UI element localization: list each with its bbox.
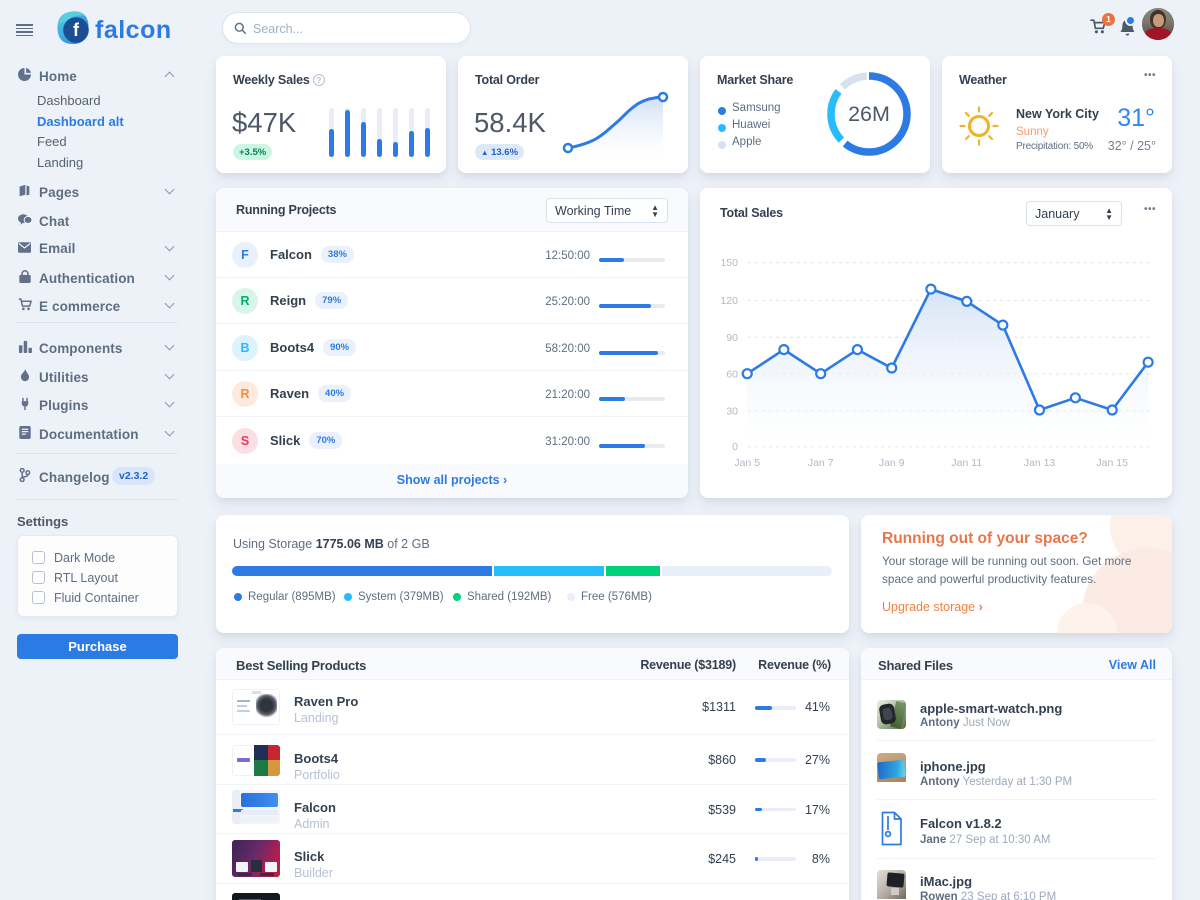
svg-text:f: f <box>73 20 80 40</box>
svg-text:Jan 9: Jan 9 <box>879 457 905 469</box>
svg-text:Jan 5: Jan 5 <box>734 457 760 469</box>
svg-text:Jan 15: Jan 15 <box>1096 457 1128 469</box>
svg-text:90: 90 <box>726 332 738 344</box>
svg-text:120: 120 <box>720 295 738 307</box>
svg-text:150: 150 <box>720 257 738 269</box>
svg-text:60: 60 <box>726 369 738 381</box>
svg-text:30: 30 <box>726 405 738 417</box>
svg-text:Jan 13: Jan 13 <box>1024 457 1056 469</box>
svg-text:26M: 26M <box>848 102 890 126</box>
svg-text:Jan 7: Jan 7 <box>808 457 834 469</box>
svg-text:0: 0 <box>732 441 738 453</box>
svg-text:Jan 11: Jan 11 <box>951 457 982 469</box>
